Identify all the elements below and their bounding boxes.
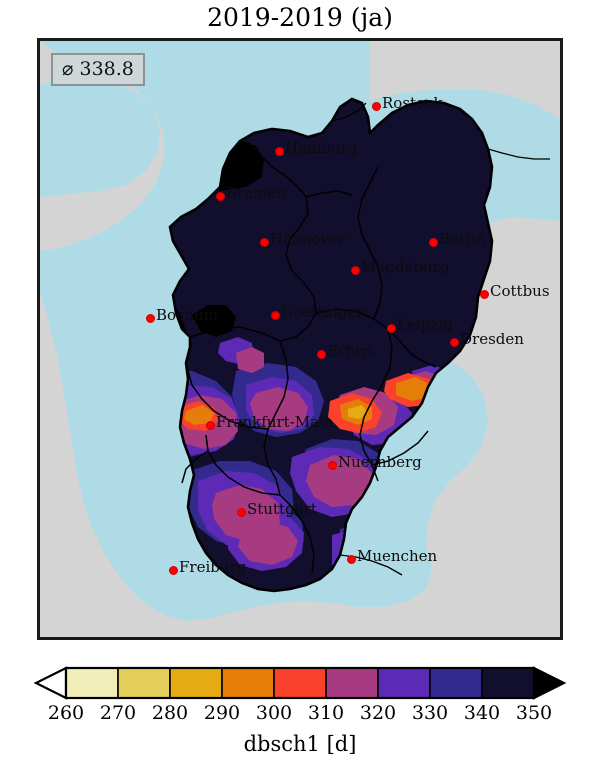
colorbar-tick: 330 <box>411 702 449 724</box>
city-dot-icon <box>260 238 269 247</box>
colorbar-tick: 310 <box>307 702 345 724</box>
city-dot-icon <box>237 508 246 517</box>
colorbar-tick: 320 <box>359 702 397 724</box>
city-label: Stuttgart <box>247 500 317 518</box>
germany-border <box>168 97 494 593</box>
city-label: Dresden <box>460 330 524 348</box>
colorbar-extend-low[interactable] <box>33 666 68 700</box>
colorbar-cell[interactable] <box>429 667 483 699</box>
colorbar-cell[interactable] <box>65 667 119 699</box>
city-dot-icon <box>317 350 326 359</box>
city-dot-icon <box>216 192 225 201</box>
city-label: Magdeburg <box>361 258 450 276</box>
colorbar-swatches[interactable] <box>0 660 600 704</box>
colorbar-tick: 260 <box>47 702 85 724</box>
colorbar-cell[interactable] <box>117 667 171 699</box>
city-label: Rostock <box>382 94 443 112</box>
colorbar-tick: 290 <box>203 702 241 724</box>
map-panel[interactable]: ⌀ 338.8 Rostock Hamburg Bremen Hannover Berl… <box>37 38 563 640</box>
colorbar-axis-label: dbsch1 [d] <box>243 732 357 756</box>
city-dot-icon <box>328 461 337 470</box>
colorbar-extend-high[interactable] <box>532 666 567 700</box>
colorbar-cell[interactable] <box>273 667 327 699</box>
colorbar-tick: 270 <box>99 702 137 724</box>
city-label: Bremen <box>226 184 286 202</box>
city-dot-icon <box>271 311 280 320</box>
colorbar-cell[interactable] <box>221 667 275 699</box>
city-dot-icon <box>429 238 438 247</box>
city-label: Muenchen <box>357 547 438 565</box>
map-contour-plot <box>40 41 560 637</box>
colorbar-outline[interactable] <box>64 666 536 700</box>
colorbar-cell[interactable] <box>377 667 431 699</box>
mean-value-annotation: ⌀ 338.8 <box>51 53 145 86</box>
colorbar-tick: 350 <box>515 702 553 724</box>
city-dot-icon <box>387 324 396 333</box>
city-label: Nuernberg <box>338 453 422 471</box>
city-dot-icon <box>169 566 178 575</box>
city-dot-icon <box>372 102 381 111</box>
colorbar-cell[interactable] <box>169 667 223 699</box>
colorbar-tick: 300 <box>255 702 293 724</box>
colorbar-cell[interactable] <box>325 667 379 699</box>
colorbar-cell[interactable] <box>481 667 535 699</box>
city-dot-icon <box>275 147 284 156</box>
colorbar-tick: 340 <box>463 702 501 724</box>
city-dot-icon <box>146 314 155 323</box>
city-label: Hamburg <box>285 139 358 157</box>
city-label: Bochum <box>156 306 218 324</box>
city-label: Goettingen <box>281 303 366 321</box>
city-dot-icon <box>480 290 489 299</box>
figure-title: 2019-2019 (ja) <box>207 3 393 32</box>
city-dot-icon <box>347 555 356 564</box>
city-dot-icon <box>450 338 459 347</box>
city-dot-icon <box>351 266 360 275</box>
colorbar[interactable]: 260 270 280 290 300 310 320 330 340 350 dbsch1 [d… <box>0 660 600 780</box>
colorbar-tick: 280 <box>151 702 189 724</box>
city-label: Berlin <box>439 230 486 248</box>
city-label: Freiburg <box>179 558 247 576</box>
city-label: Hannover <box>270 230 345 248</box>
city-dot-icon <box>206 421 215 430</box>
city-label: Leipzig <box>397 316 453 334</box>
city-label: Frankfurt-Main <box>216 413 334 431</box>
city-label: Erfurt <box>327 342 374 360</box>
city-label: Cottbus <box>490 282 550 300</box>
